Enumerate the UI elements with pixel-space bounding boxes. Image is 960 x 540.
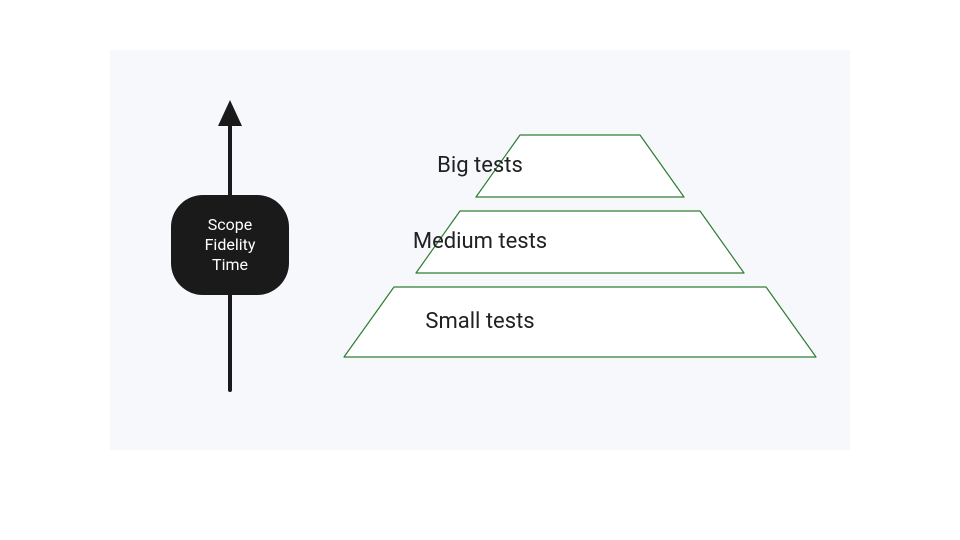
pyramid-tier-medium-tests-label: Medium tests bbox=[110, 211, 850, 273]
pyramid-tier-small-tests-label: Small tests bbox=[110, 287, 850, 357]
diagram-stage: Scope Fidelity Time Big tests Medium tes… bbox=[110, 50, 850, 450]
pyramid-tier-big-tests-label: Big tests bbox=[110, 135, 850, 197]
